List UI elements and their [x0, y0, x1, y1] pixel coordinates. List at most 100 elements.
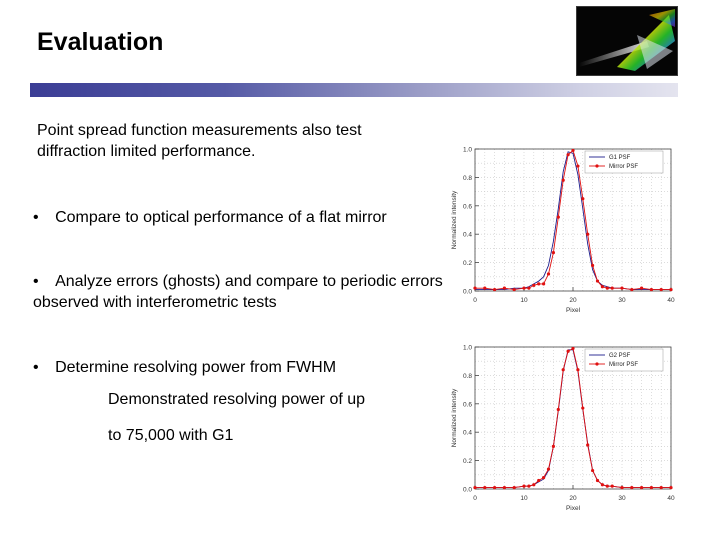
legend-label: Mirror PSF: [609, 164, 638, 170]
y-tick-label: 0.6: [463, 203, 472, 210]
bullet-marker: •: [33, 273, 39, 290]
data-point: [630, 287, 634, 292]
legend-label: Mirror PSF: [609, 362, 638, 368]
data-point: [546, 467, 551, 471]
data-point: [512, 287, 516, 292]
psf-chart-g2: 0.0 0.2 0.4 0.6 0.8 1.0 0 10 20 30 40 Pixel Normaliz…: [451, 345, 675, 513]
data-point: [581, 197, 585, 201]
data-point: [576, 164, 580, 168]
y-tick-label: 0.0: [463, 487, 472, 494]
bullet-item-1: • Compare to optical performance of a fl…: [33, 207, 443, 228]
data-point: [532, 283, 536, 287]
x-tick-label: 30: [618, 297, 626, 304]
y-tick-label: 0.2: [463, 260, 472, 267]
data-point: [581, 406, 585, 410]
sub-text-line-2: to 75,000 with G1: [108, 427, 234, 444]
x-tick-label: 20: [569, 297, 577, 304]
x-tick-label: 10: [520, 495, 528, 502]
data-point: [605, 484, 609, 488]
data-point: [483, 485, 487, 490]
y-tick-label: 0.8: [463, 175, 472, 182]
data-point: [512, 485, 516, 490]
x-tick-label: 0: [473, 297, 477, 304]
data-point: [605, 286, 609, 290]
data-point: [527, 484, 531, 488]
data-point: [561, 368, 565, 372]
series-line: [475, 149, 671, 291]
bullet-marker: •: [33, 359, 39, 376]
data-point: [630, 485, 634, 490]
data-point: [600, 483, 604, 487]
y-tick-label: 0.0: [463, 289, 472, 296]
y-tick-label: 1.0: [463, 345, 472, 352]
sub-text-line-1: Demonstrated resolving power of up: [108, 391, 366, 408]
data-point: [493, 287, 497, 292]
y-tick-label: 0.2: [463, 458, 472, 465]
bullet-marker: •: [33, 209, 39, 226]
bullet-text: Determine resolving power from FWHM: [55, 359, 337, 376]
prism-rainbow-icon: [576, 6, 678, 76]
data-point: [566, 349, 570, 353]
x-axis-label: Pixel: [566, 505, 581, 512]
data-point: [551, 444, 555, 448]
bullet-item-3: • Determine resolving power from FWHM: [33, 357, 443, 378]
y-tick-label: 1.0: [463, 147, 472, 154]
y-tick-label: 0.6: [463, 401, 472, 408]
intro-text: Point spread function measurements also …: [37, 122, 362, 160]
data-point: [659, 485, 663, 490]
x-tick-label: 40: [667, 495, 675, 502]
x-tick-label: 40: [667, 297, 675, 304]
x-tick-label: 20: [569, 495, 577, 502]
data-point: [610, 484, 614, 488]
data-point: [571, 346, 575, 351]
data-point: [502, 485, 506, 490]
data-point: [669, 485, 673, 490]
y-axis-label: Normalized intensity: [451, 388, 458, 447]
data-point: [502, 286, 506, 290]
data-point: [620, 485, 624, 490]
x-tick-label: 30: [618, 495, 626, 502]
data-point: [483, 286, 487, 290]
data-point: [591, 263, 595, 268]
data-point: [659, 287, 663, 292]
data-point: [527, 286, 531, 290]
data-point: [591, 468, 595, 473]
bullet-text: Compare to optical performance of a flat…: [55, 209, 387, 226]
data-point: [542, 282, 546, 286]
legend-label: G2 PSF: [609, 353, 631, 359]
legend-label: G1 PSF: [609, 155, 631, 161]
x-axis-label: Pixel: [566, 307, 581, 314]
data-point: [473, 485, 477, 490]
data-point: [640, 485, 644, 490]
data-point: [669, 287, 673, 292]
data-point: [522, 286, 526, 290]
y-tick-label: 0.8: [463, 373, 472, 380]
data-point: [586, 443, 590, 447]
x-tick-label: 0: [473, 495, 477, 502]
legend-box: [584, 150, 664, 174]
data-point: [537, 478, 541, 483]
data-point: [576, 368, 580, 372]
y-tick-label: 0.4: [463, 430, 472, 437]
data-point: [556, 215, 560, 219]
data-point: [649, 287, 653, 292]
bullet-item-2: • Analyze errors (ghosts) and compare to…: [33, 271, 443, 313]
bullet-text: Analyze errors (ghosts) and compare to p…: [33, 273, 443, 311]
legend-marker: [595, 362, 599, 366]
legend-marker: [595, 164, 599, 168]
data-point: [595, 478, 600, 483]
data-point: [546, 272, 551, 276]
data-point: [532, 483, 536, 487]
data-point: [542, 476, 546, 480]
x-tick-label: 10: [520, 297, 528, 304]
data-point: [522, 484, 526, 488]
data-point: [561, 178, 565, 182]
y-tick-label: 0.4: [463, 232, 472, 239]
data-point: [551, 251, 555, 255]
data-point: [595, 279, 600, 283]
data-point: [600, 285, 604, 289]
data-point: [610, 286, 614, 290]
data-point: [566, 153, 570, 157]
title-divider-bar: [30, 83, 678, 97]
legend-box: [584, 348, 664, 372]
